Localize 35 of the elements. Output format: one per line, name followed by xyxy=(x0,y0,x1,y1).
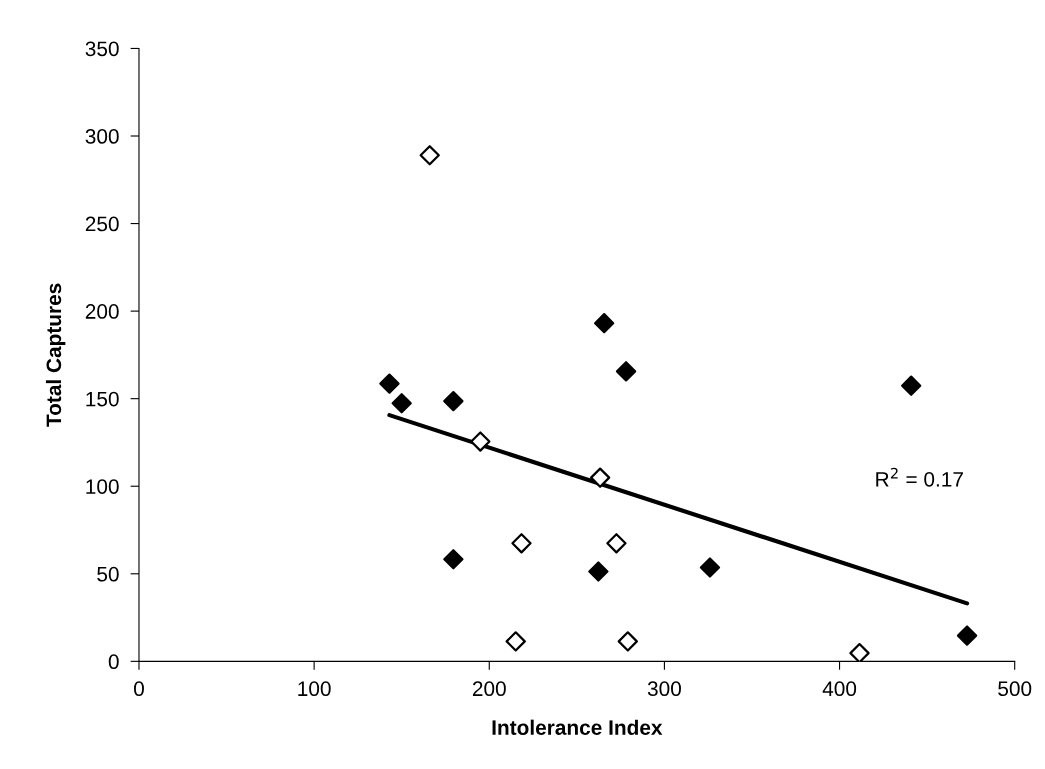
point xyxy=(470,431,491,452)
point xyxy=(956,625,978,646)
x-tick-label: 400 xyxy=(822,681,857,697)
point xyxy=(901,375,922,396)
point xyxy=(443,549,464,570)
point xyxy=(594,313,615,334)
point xyxy=(588,561,609,582)
point xyxy=(849,642,870,662)
y-tick-label: 350 xyxy=(85,41,119,57)
x-tick-label: 500 xyxy=(998,681,1032,697)
annotation: R$^{2}$ = 0.17 xyxy=(876,467,963,487)
point xyxy=(699,557,721,578)
point xyxy=(617,631,638,652)
y-tick-label: 50 xyxy=(97,566,119,582)
point xyxy=(511,533,532,554)
point xyxy=(391,393,412,414)
point xyxy=(589,467,611,488)
point xyxy=(615,361,637,382)
y-tick-label: 0 xyxy=(108,654,119,670)
x-tick-label: 300 xyxy=(647,681,681,697)
y-axis-title: Total Captures xyxy=(45,283,66,427)
point xyxy=(505,631,526,652)
point xyxy=(606,533,627,554)
point xyxy=(443,390,464,412)
y-tick-label: 150 xyxy=(86,391,119,407)
y-tick-label: 200 xyxy=(85,304,119,319)
point xyxy=(419,145,440,166)
x-tick-label: 0 xyxy=(134,681,144,697)
y-tick-label: 250 xyxy=(85,216,119,232)
x-axis-title: Intolerance Index xyxy=(492,719,663,735)
point xyxy=(379,373,400,394)
y-tick-label: 100 xyxy=(86,479,119,494)
x-tick-label: 200 xyxy=(472,681,506,697)
y-tick-label: 300 xyxy=(85,129,119,144)
x-tick-label: 100 xyxy=(298,681,331,697)
